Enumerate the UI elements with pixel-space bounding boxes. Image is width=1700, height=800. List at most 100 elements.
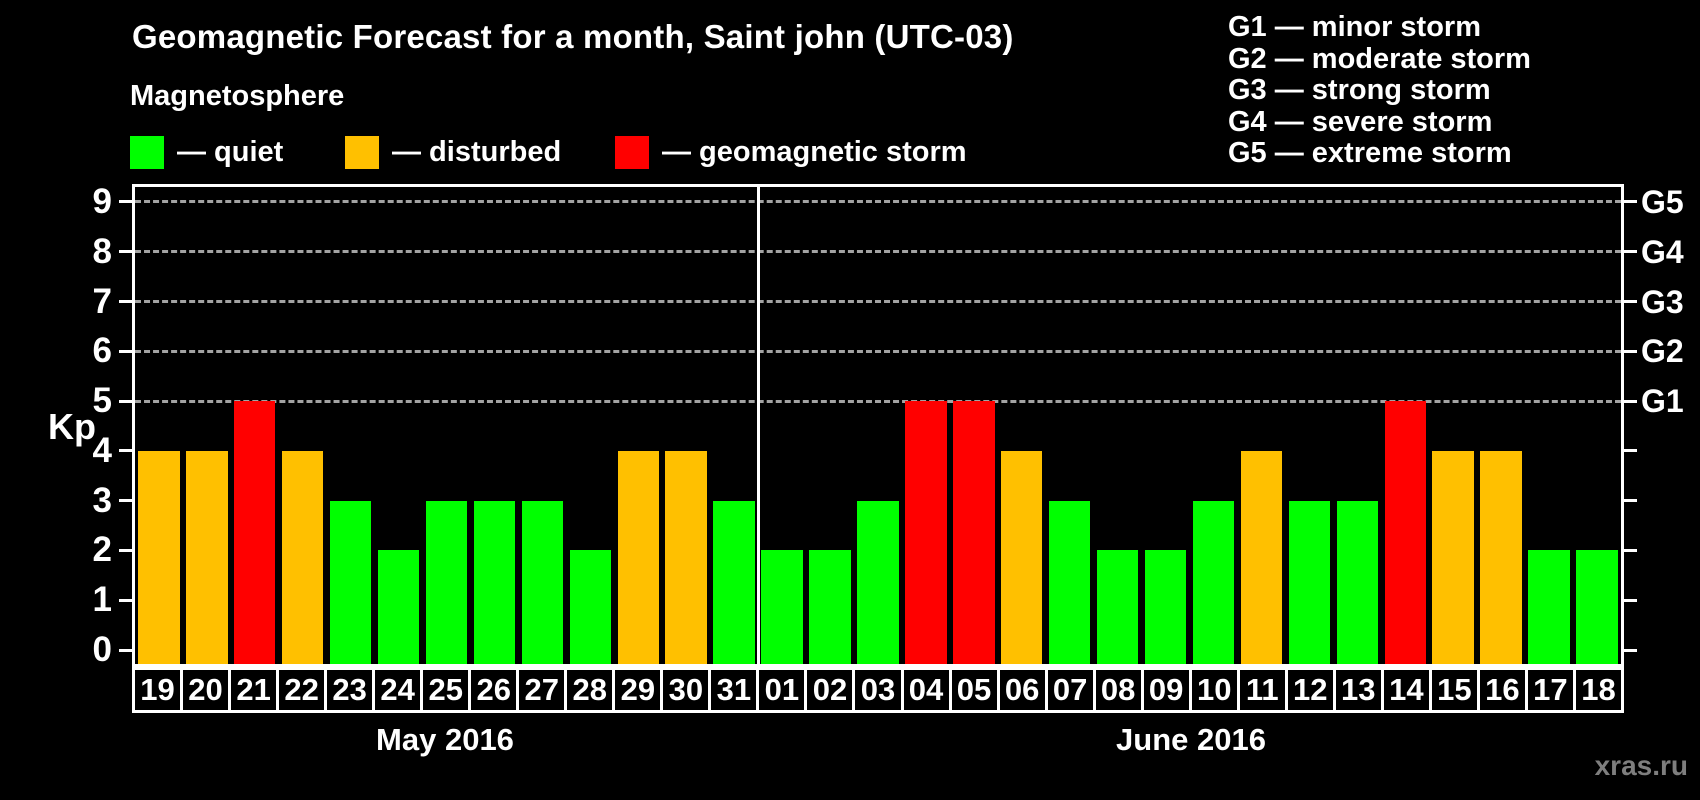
y-tick-label: 5 — [92, 381, 112, 421]
day-cell: 08 — [1092, 670, 1141, 710]
kp-bar — [473, 500, 516, 664]
grid-line — [135, 200, 1621, 204]
y-tick-label: 3 — [92, 480, 112, 520]
kp-bar — [1144, 550, 1187, 664]
day-cell: 29 — [612, 670, 660, 710]
magnetosphere-subtitle: Magnetosphere — [130, 80, 345, 112]
g-legend-line: G2 — moderate storm — [1228, 42, 1531, 75]
day-cell: 20 — [180, 670, 228, 710]
kp-bar — [1240, 450, 1283, 664]
y-tick-label: 8 — [92, 231, 112, 271]
y-tick-label: 6 — [92, 331, 112, 371]
kp-bar — [1384, 401, 1426, 664]
grid-line — [135, 399, 1621, 403]
g-axis-tick — [1624, 200, 1637, 204]
day-cell: 19 — [140, 672, 175, 707]
y-axis-tick — [119, 598, 132, 602]
kp-bar — [1001, 450, 1043, 664]
kp-bar — [521, 500, 564, 664]
g-legend-line: G1 — minor storm — [1228, 11, 1481, 43]
day-cell: 04 — [900, 670, 949, 710]
disturbed-color-swatch-icon — [345, 135, 379, 169]
kp-bar — [186, 450, 228, 664]
kp-bar — [425, 500, 468, 664]
kp-bar — [329, 500, 372, 664]
y-axis-tick — [119, 200, 132, 204]
day-cell: 18 — [1572, 670, 1621, 710]
day-cell: 07 — [1044, 670, 1093, 710]
quiet-color-swatch-icon — [130, 135, 164, 169]
day-cell: 11 — [1236, 670, 1285, 710]
legend-item-label: — geomagnetic storm — [662, 135, 967, 168]
y-tick-label: 2 — [92, 530, 112, 570]
kp-bar — [282, 450, 324, 664]
y-axis-tick — [119, 399, 132, 403]
y-tick-label: 4 — [92, 430, 112, 470]
day-cell: 09 — [1140, 670, 1189, 710]
day-cell: 26 — [468, 670, 516, 710]
y-tick-label: 1 — [92, 580, 112, 620]
kp-bar — [1480, 450, 1522, 664]
y-tick-label: 9 — [92, 181, 112, 221]
legend-item-label: — disturbed — [392, 135, 562, 168]
day-cell: 28 — [564, 670, 612, 710]
y-tick-label: 0 — [92, 630, 112, 669]
day-cell: 27 — [516, 670, 564, 710]
g-axis-tick — [1624, 598, 1637, 602]
day-cell: 31 — [708, 670, 756, 710]
day-cell: 16 — [1476, 670, 1525, 710]
day-cell: 10 — [1188, 670, 1237, 710]
watermark: xras.ru — [1594, 750, 1688, 781]
kp-bar — [569, 550, 612, 664]
y-axis-tick — [119, 250, 132, 254]
day-cell: 21 — [228, 670, 276, 710]
legend-item-quiet: — quiet — [130, 135, 283, 169]
day-cell: 03 — [852, 670, 900, 710]
day-cell: 24 — [372, 670, 420, 710]
g-legend-line: G3 — strong storm — [1228, 74, 1491, 107]
kp-bar — [953, 401, 995, 664]
kp-bar — [234, 401, 276, 664]
legend-item-storm: — geomagnetic storm — [615, 135, 967, 169]
g-axis-tick — [1624, 449, 1637, 453]
kp-bar — [857, 500, 899, 664]
storm-color-swatch-icon — [615, 135, 649, 169]
day-cell: 02 — [804, 670, 852, 710]
g-scale-label: G2 — [1641, 333, 1684, 370]
y-axis-tick — [119, 349, 132, 353]
g-axis-tick — [1624, 300, 1637, 304]
kp-bar — [138, 450, 180, 664]
g-axis-tick — [1624, 499, 1637, 503]
g-axis-tick — [1624, 399, 1637, 403]
plot-area — [132, 184, 1624, 667]
day-cell: 01 — [756, 670, 804, 710]
kp-bar — [665, 450, 707, 664]
g-legend-line: G5 — extreme storm — [1228, 137, 1512, 170]
kp-bar — [377, 550, 420, 664]
day-cell: 14 — [1380, 670, 1429, 710]
day-cell: 12 — [1284, 670, 1333, 710]
kp-bar — [761, 550, 803, 664]
legend-item-disturbed: — disturbed — [345, 135, 561, 169]
kp-bar — [617, 450, 659, 664]
y-axis-tick — [119, 449, 132, 453]
g-scale-label: G5 — [1641, 183, 1684, 220]
day-cell: 25 — [420, 670, 468, 710]
g-scale-label: G3 — [1641, 283, 1684, 320]
page-title: Geomagnetic Forecast for a month, Saint … — [132, 18, 1014, 55]
kp-bar — [713, 500, 755, 664]
g-axis-tick — [1624, 250, 1637, 254]
day-cell: 30 — [660, 670, 708, 710]
y-axis-tick — [119, 648, 132, 652]
g-scale-legend: G1 — minor storm G2 — moderate storm G3 — … — [1228, 11, 1531, 170]
y-axis-title: Kp — [48, 406, 96, 447]
month-label-may: May 2016 — [376, 722, 514, 757]
day-cell: 23 — [324, 670, 372, 710]
g-axis-tick — [1624, 548, 1637, 552]
day-axis-row: 19 20 21 22 23 24 25 26 27 28 29 30 31 01 02 03 04 05 06 07… — [132, 667, 1624, 713]
kp-bar — [905, 401, 947, 664]
grid-line — [135, 349, 1621, 353]
kp-bar — [1288, 500, 1331, 664]
day-cell: 22 — [276, 670, 324, 710]
